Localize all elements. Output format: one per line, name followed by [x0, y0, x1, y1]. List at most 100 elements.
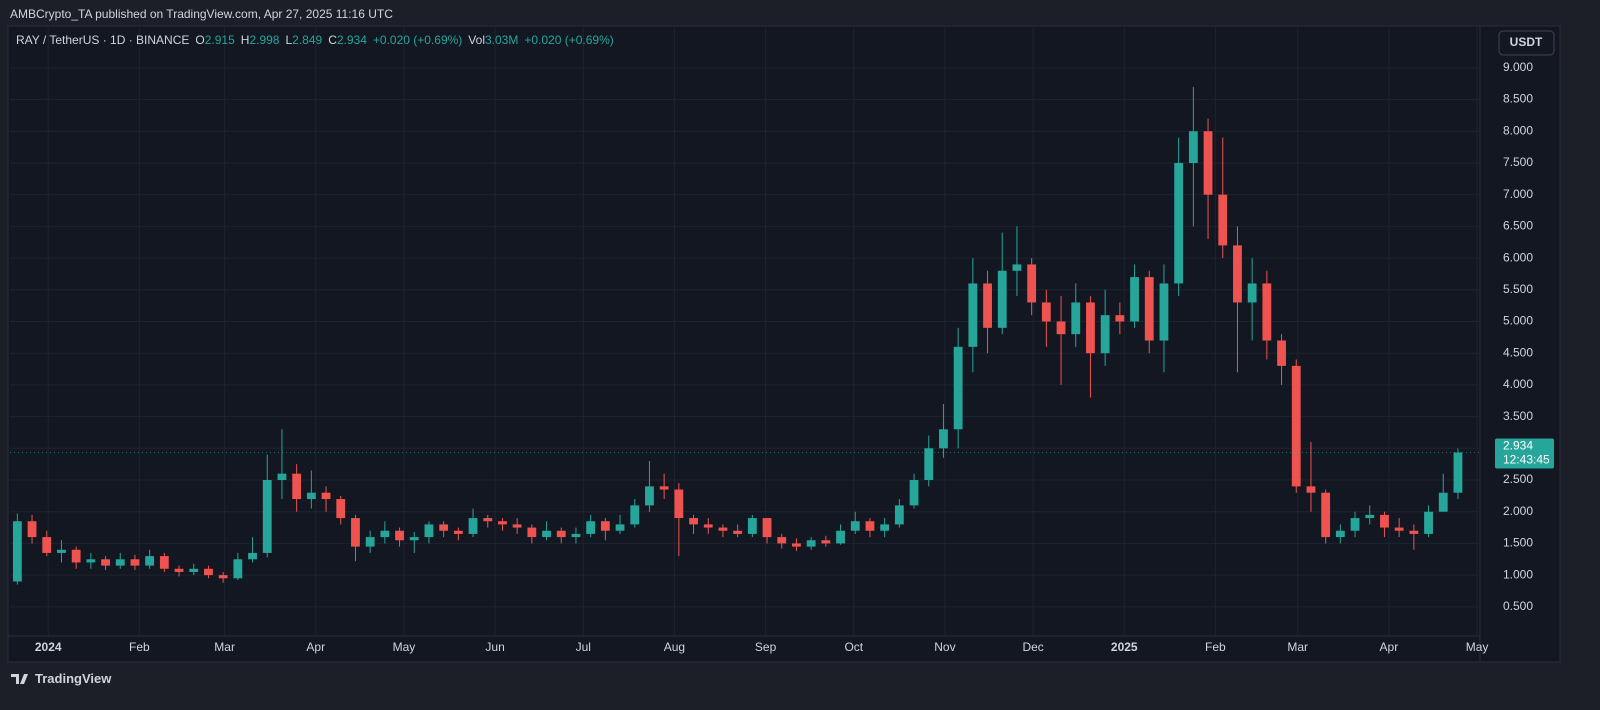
candle-body: [218, 575, 228, 579]
candle-body: [1424, 511, 1433, 534]
candle-body: [1159, 283, 1169, 341]
candle-body: [659, 486, 669, 490]
x-tick-label: Feb: [1205, 640, 1226, 654]
candle-body: [1071, 302, 1081, 335]
x-tick-label: 2025: [1111, 640, 1138, 654]
candle-body: [1291, 365, 1301, 487]
candle-body: [159, 556, 169, 569]
candle-body: [380, 530, 390, 538]
candle-body: [453, 530, 463, 534]
candle-body: [865, 521, 875, 531]
candle-body: [1056, 321, 1066, 335]
y-tick-label: 1.000: [1503, 567, 1533, 581]
candle-body: [1409, 530, 1419, 534]
change-value: +0.020 (+0.69%): [373, 33, 462, 47]
x-tick-label: May: [393, 640, 416, 654]
y-tick-label: 7.500: [1503, 155, 1533, 169]
y-tick-label: 5.500: [1503, 282, 1533, 296]
high-value: 2.998: [249, 33, 279, 47]
currency-button[interactable]: [1498, 30, 1555, 56]
candle-body: [1438, 492, 1448, 512]
candle-body: [586, 521, 596, 534]
candle-body: [645, 486, 654, 506]
x-tick-label: Aug: [664, 640, 685, 654]
candle-body: [983, 283, 992, 328]
candle-body: [483, 518, 493, 522]
candle-body: [571, 533, 581, 538]
x-tick-label: Jun: [485, 640, 504, 654]
candle-body: [1233, 245, 1242, 303]
candle-body: [1041, 302, 1051, 322]
y-tick-label: 5.000: [1503, 314, 1533, 328]
symbol-legend: RAY / TetherUS · 1D · BINANCE O2.915 H2.99…: [16, 33, 614, 47]
brand: TradingView: [10, 671, 111, 686]
currency-label[interactable]: USDT: [1510, 35, 1543, 49]
candle-body: [894, 505, 904, 525]
candle-body: [1350, 518, 1360, 531]
candle-body: [512, 524, 522, 528]
candle-body: [1306, 486, 1316, 493]
candle-body: [424, 524, 434, 538]
candle-body: [130, 559, 140, 566]
x-tick-label: 2024: [35, 640, 62, 654]
candle-body: [1130, 277, 1139, 322]
low-value: 2.849: [292, 33, 322, 47]
candle-body: [1086, 302, 1095, 354]
brand-name: TradingView: [35, 671, 112, 686]
candle-body: [762, 518, 772, 538]
chart-panel: [7, 25, 1561, 663]
x-tick-label: Apr: [306, 640, 325, 654]
y-tick-label: 0.500: [1503, 599, 1533, 613]
candle-body: [850, 521, 860, 531]
candle-body: [527, 527, 537, 538]
candle-body: [115, 559, 125, 566]
y-tick-label: 3.500: [1503, 409, 1533, 423]
x-tick-label: Dec: [1022, 640, 1043, 654]
candle-body: [939, 429, 948, 449]
candle-body: [248, 552, 257, 560]
candle-body: [395, 530, 404, 541]
candle-body: [1012, 264, 1022, 271]
y-tick-label: 4.000: [1503, 377, 1533, 391]
publish-info: AMBCrypto_TA published on TradingView.co…: [10, 7, 393, 21]
candle-body: [204, 568, 213, 576]
candle-body: [1188, 131, 1198, 163]
volume-value: 3.03M: [485, 33, 518, 47]
candle-body: [1380, 514, 1389, 528]
brand-logo: [11, 673, 28, 684]
x-tick-label: May: [1466, 640, 1489, 654]
candle-body: [792, 543, 801, 547]
candle-body: [1144, 277, 1154, 341]
last-price-label: 2.934: [1503, 439, 1533, 453]
candle-body: [1365, 514, 1375, 519]
candle-body: [1453, 452, 1463, 493]
candle-body: [542, 530, 551, 538]
candle-body: [909, 480, 919, 506]
y-tick-label: 1.500: [1503, 536, 1533, 550]
candle-body: [1203, 131, 1213, 195]
candle-body: [777, 537, 787, 544]
candle-body: [233, 559, 243, 579]
high-label: H: [241, 33, 250, 47]
candle-body: [1027, 264, 1037, 303]
open-label: O: [195, 33, 204, 47]
volume-change: +0.020 (+0.69%): [524, 33, 613, 47]
candle-body: [468, 518, 478, 534]
candle-body: [498, 521, 507, 525]
candle-body: [880, 524, 890, 531]
candle-body: [1335, 530, 1345, 538]
candle-body: [262, 480, 272, 553]
x-tick-label: Mar: [1287, 640, 1308, 654]
candle-body: [1277, 340, 1286, 366]
candle-body: [953, 346, 963, 430]
candle-body: [674, 489, 684, 519]
candle-body: [336, 499, 346, 519]
candle-body: [1100, 315, 1110, 354]
countdown-label: 12:43:45: [1503, 453, 1550, 467]
x-tick-label: Mar: [214, 640, 235, 654]
candle-body: [836, 530, 845, 544]
candle-body: [174, 568, 184, 572]
candle-body: [703, 524, 713, 528]
candle-body: [1321, 492, 1331, 538]
